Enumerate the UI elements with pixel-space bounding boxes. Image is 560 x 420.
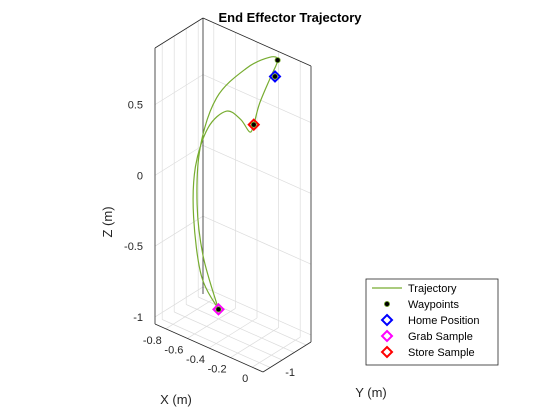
legend-store-swatch [380, 345, 394, 359]
grid [154, 21, 312, 368]
x-axis-label: X (m) [160, 392, 192, 407]
legend-grab-swatch [380, 329, 394, 343]
legend-waypoints-swatch [383, 300, 390, 307]
grid-line [165, 298, 214, 330]
tick-labels: -1 -0.5 0 0.5 -0.8-0.6-0.4-0.2 0 -1 [124, 100, 295, 386]
axes-box [154, 17, 312, 373]
legend-home-label: Home Position [408, 315, 480, 327]
grid-line [154, 145, 204, 176]
legend-box [365, 278, 499, 366]
grid-line [187, 308, 236, 339]
axis-edge [202, 17, 312, 67]
grid-line [230, 327, 279, 358]
legend-store-label: Store Sample [408, 347, 475, 359]
x-tick-label: -0.4 [186, 354, 205, 366]
legend-waypoints-label: Waypoints [408, 299, 459, 311]
grid-line [252, 336, 301, 368]
z-tick-label: 0 [137, 170, 143, 182]
waypoint-marker [250, 121, 257, 128]
legend: Trajectory Waypoints Home Position Grab … [365, 278, 499, 366]
grab-sample-marker [212, 302, 225, 316]
z-tick-label: 0.5 [128, 100, 143, 112]
x-tick-label: 0 [242, 373, 248, 385]
waypoint-marker [271, 73, 278, 80]
x-axis-line [154, 323, 264, 373]
y-axis-label: Y (m) [355, 385, 387, 400]
home-position-marker [268, 70, 282, 83]
trajectory-line [192, 56, 279, 310]
waypoint-marker [274, 57, 281, 64]
z-tick-label: -0.5 [124, 241, 143, 253]
y-tick-label: -1 [285, 367, 295, 379]
x-tick-label: -0.2 [208, 364, 227, 376]
legend-grab-label: Grab Sample [408, 331, 473, 343]
legend-home-swatch [380, 313, 394, 327]
waypoint-marker [215, 306, 222, 313]
x-tick-label: -0.8 [143, 335, 162, 347]
x-tick-label: -0.6 [164, 344, 183, 356]
grid-line [154, 215, 204, 247]
legend-trajectory-label: Trajectory [408, 283, 457, 295]
axis-edge [154, 17, 204, 49]
chart-title: End Effector Trajectory [218, 10, 362, 25]
z-axis-label: Z (m) [100, 206, 115, 237]
grid-line [154, 286, 204, 318]
y-axis-line [262, 341, 312, 373]
plot-area [192, 56, 282, 316]
z-tick-label: -1 [133, 312, 143, 324]
grid-line [208, 317, 258, 349]
store-sample-marker [247, 118, 261, 132]
grid-line [154, 74, 204, 105]
